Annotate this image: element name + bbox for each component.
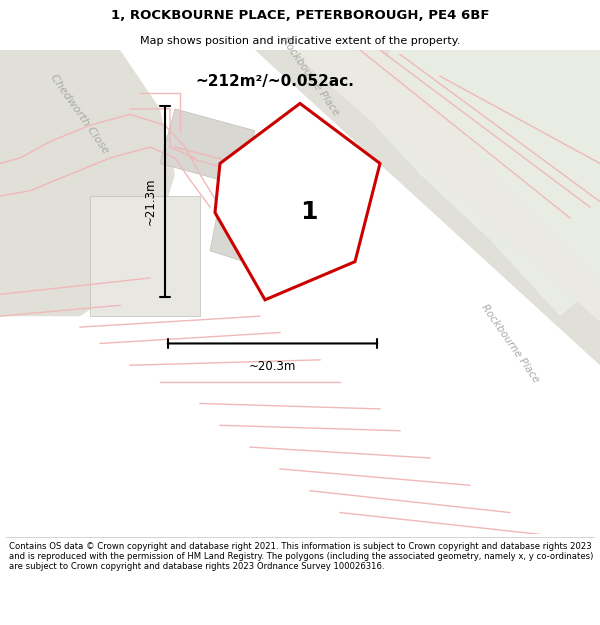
Text: Map shows position and indicative extent of the property.: Map shows position and indicative extent… [140, 36, 460, 46]
Polygon shape [90, 196, 200, 316]
Text: ~21.3m: ~21.3m [144, 178, 157, 226]
Polygon shape [0, 50, 175, 316]
Polygon shape [210, 174, 310, 278]
Text: 1, ROCKBOURNE PLACE, PETERBOROUGH, PE4 6BF: 1, ROCKBOURNE PLACE, PETERBOROUGH, PE4 6… [111, 9, 489, 22]
Polygon shape [290, 50, 600, 322]
Text: ~212m²/~0.052ac.: ~212m²/~0.052ac. [195, 74, 354, 89]
Polygon shape [215, 104, 380, 300]
Polygon shape [370, 50, 600, 316]
Text: Contains OS data © Crown copyright and database right 2021. This information is : Contains OS data © Crown copyright and d… [9, 542, 593, 571]
Polygon shape [255, 50, 600, 365]
Text: Chedworth Close: Chedworth Close [49, 73, 111, 156]
Text: Rockbourne Place: Rockbourne Place [279, 35, 341, 118]
Text: ~20.3m: ~20.3m [249, 360, 296, 373]
Text: 1: 1 [301, 199, 318, 224]
Text: Rockbourne Place: Rockbourne Place [479, 302, 541, 384]
Polygon shape [160, 109, 255, 185]
